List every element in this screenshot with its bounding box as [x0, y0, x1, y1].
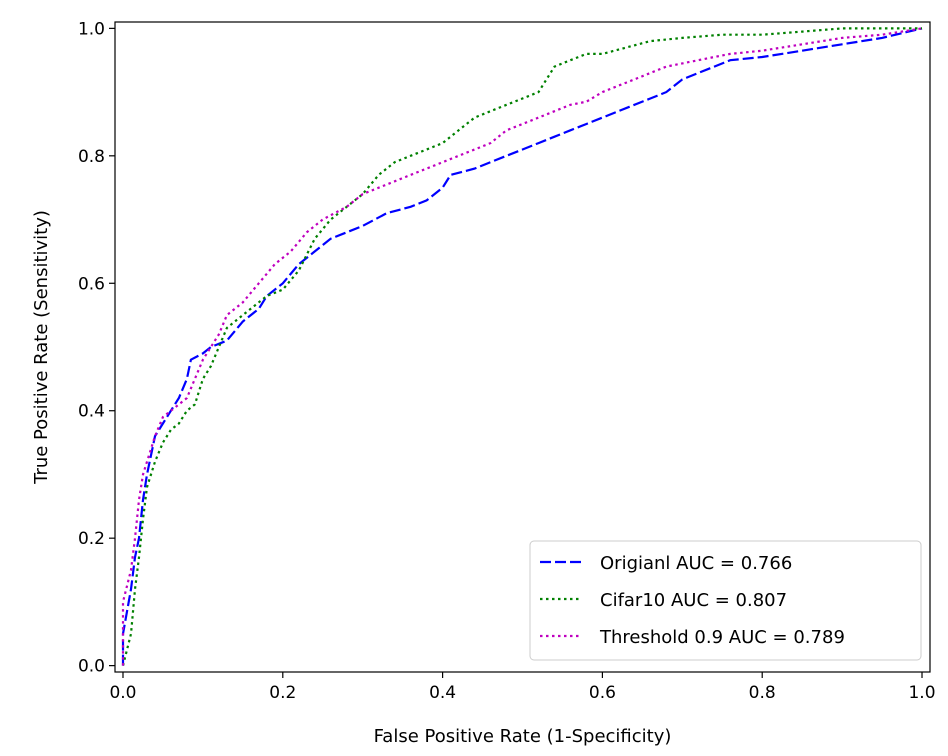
- x-axis-label: False Positive Rate (1-Specificity): [374, 726, 672, 747]
- series-line-0: [121, 27, 923, 666]
- x-tick-label: 0.2: [269, 683, 296, 703]
- y-tick-label: 0.6: [78, 274, 105, 294]
- y-tick-label: 0.0: [78, 657, 105, 677]
- x-tick-label: 0.6: [589, 683, 616, 703]
- legend-box: [529, 540, 922, 661]
- x-tick-label: 0.4: [429, 683, 456, 703]
- legend: Origianl AUC = 0.766 Cifar10 AUC = 0.807 T…: [529, 540, 922, 661]
- legend-entry-0: Origianl AUC = 0.766: [600, 553, 792, 574]
- legend-entry-1: Cifar10 AUC = 0.807: [600, 590, 787, 611]
- legend-entry-2: Threshold 0.9 AUC = 0.789: [599, 627, 845, 648]
- y-axis-ticks: 0.0 0.2 0.4 0.6 0.8 1.0: [78, 19, 115, 677]
- series-line-2: [121, 27, 923, 666]
- y-axis-label: True Positive Rate (Sensitivity): [31, 210, 52, 485]
- x-tick-label: 0.0: [109, 683, 136, 703]
- y-tick-label: 0.2: [78, 529, 105, 549]
- plot-frame: [114, 21, 931, 673]
- x-axis-ticks: 0.0 0.2 0.4 0.6 0.8 1.0: [109, 672, 936, 703]
- y-tick-label: 1.0: [78, 19, 105, 39]
- x-tick-label: 1.0: [908, 683, 935, 703]
- y-tick-label: 0.8: [78, 147, 105, 167]
- x-tick-label: 0.8: [749, 683, 776, 703]
- plot-lines: [121, 27, 923, 666]
- y-tick-label: 0.4: [78, 402, 105, 422]
